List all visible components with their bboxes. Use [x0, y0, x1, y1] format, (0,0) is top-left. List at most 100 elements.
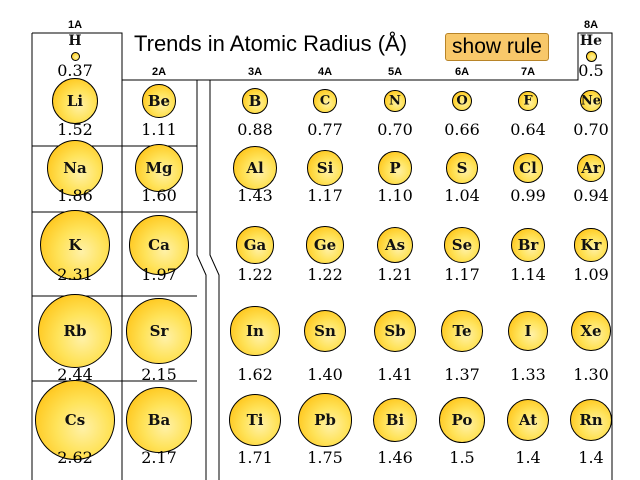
radius-value-ca: 1.97: [141, 265, 177, 284]
atom-ball-br[interactable]: [510, 227, 546, 263]
radius-value-li: 1.52: [57, 120, 93, 139]
radius-value-b: 0.88: [237, 120, 273, 139]
group-label-3a: 3A: [247, 66, 263, 78]
atom-ball-b[interactable]: [241, 87, 269, 115]
atom-ball-in[interactable]: [230, 306, 280, 356]
element-symbol-b: B: [248, 92, 262, 110]
radius-value-o: 0.66: [444, 120, 480, 139]
radius-value-f: 0.64: [510, 120, 546, 139]
radius-value-sb: 1.41: [377, 365, 413, 384]
radius-value-cl: 0.99: [510, 186, 546, 205]
atom-ball-ge[interactable]: [306, 226, 344, 264]
element-symbol-k: K: [68, 236, 82, 254]
gap-line-left: [196, 80, 207, 480]
radius-value-n: 0.70: [377, 120, 413, 139]
atom-ball-ca[interactable]: [129, 215, 189, 275]
atom-ball-ga[interactable]: [236, 226, 274, 264]
element-symbol-at: At: [518, 411, 538, 429]
element-symbol-ti: Ti: [246, 411, 264, 429]
atom-ball-cs[interactable]: [35, 380, 115, 460]
atom-ball-o[interactable]: [451, 90, 473, 112]
atom-ball-p[interactable]: [378, 151, 412, 185]
radius-value-s: 1.04: [444, 186, 480, 205]
element-symbol-bi: Bi: [385, 411, 405, 429]
element-symbol-be: Be: [147, 92, 171, 110]
atom-ball-ne[interactable]: [580, 90, 602, 112]
atom-ball-kr[interactable]: [574, 228, 608, 262]
radius-value-xe: 1.30: [573, 365, 609, 384]
atom-ball-he: [585, 50, 597, 62]
element-symbol-ga: Ga: [243, 236, 267, 254]
radius-value-c: 0.77: [307, 120, 343, 139]
radius-value-ge: 1.22: [307, 265, 343, 284]
element-symbol-pb: Pb: [314, 411, 336, 429]
atom-ball-c[interactable]: [313, 89, 337, 113]
atom-ball-s[interactable]: [446, 152, 478, 184]
atom-ball-h: [70, 51, 80, 61]
radius-value-be: 1.11: [141, 120, 177, 139]
atom-ball-rb[interactable]: [37, 293, 113, 369]
radius-value-ne: 0.70: [573, 120, 609, 139]
radius-value-ga: 1.22: [237, 265, 273, 284]
element-symbol-mg: Mg: [145, 159, 173, 177]
radius-value-bi: 1.46: [377, 448, 413, 467]
atom-ball-se[interactable]: [444, 227, 480, 263]
element-symbol-li: Li: [66, 92, 84, 110]
atom-ball-na[interactable]: [46, 139, 104, 197]
radius-value-rb: 2.44: [57, 365, 93, 384]
atom-ball-xe[interactable]: [571, 311, 611, 351]
element-symbol-sr: Sr: [149, 322, 169, 340]
atom-ball-mg[interactable]: [134, 143, 184, 193]
element-symbol-br: Br: [517, 236, 539, 254]
element-symbol-ge: Ge: [313, 236, 337, 254]
atom-ball-po[interactable]: [439, 397, 485, 443]
atom-ball-al[interactable]: [233, 146, 277, 190]
atom-ball-ba[interactable]: [126, 387, 192, 453]
radius-value-i: 1.33: [510, 365, 546, 384]
atom-ball-f[interactable]: [518, 91, 538, 111]
atom-ball-pb[interactable]: [298, 393, 352, 447]
atom-ball-n[interactable]: [384, 90, 406, 112]
element-symbol-ca: Ca: [148, 236, 170, 254]
atom-ball-k[interactable]: [39, 209, 111, 281]
element-symbol-rb: Rb: [63, 322, 87, 340]
radius-value-in: 1.62: [237, 365, 273, 384]
radius-value-ti: 1.71: [237, 448, 273, 467]
atom-ball-sr[interactable]: [126, 298, 192, 364]
atom-ball-at[interactable]: [506, 398, 550, 442]
atom-ball-rn[interactable]: [569, 398, 613, 442]
radius-value-sn: 1.40: [307, 365, 343, 384]
radius-value-na: 1.86: [57, 186, 93, 205]
radius-value-br: 1.14: [510, 265, 546, 284]
element-symbol-al: Al: [246, 159, 264, 177]
element-symbol-ne: Ne: [580, 93, 602, 109]
atom-ball-cl[interactable]: [512, 152, 544, 184]
element-symbol-rn: Rn: [579, 411, 603, 429]
element-symbol-te: Te: [452, 322, 472, 340]
radius-value-p: 1.10: [377, 186, 413, 205]
radius-value-kr: 1.09: [573, 265, 609, 284]
element-symbol-in: In: [246, 322, 264, 340]
group-label-4a: 4A: [317, 66, 333, 78]
atom-ball-bi[interactable]: [372, 397, 418, 443]
atom-ball-li[interactable]: [51, 77, 99, 125]
group-label-5a: 5A: [387, 66, 403, 78]
atom-ball-sn[interactable]: [303, 309, 347, 353]
atom-ball-te[interactable]: [441, 310, 483, 352]
atom-ball-i[interactable]: [507, 310, 549, 352]
atom-ball-sb[interactable]: [373, 309, 417, 353]
atom-ball-si[interactable]: [307, 150, 343, 186]
atom-ball-ar[interactable]: [576, 153, 606, 183]
show-rule-button[interactable]: show rule: [445, 33, 549, 61]
element-symbol-sb: Sb: [384, 322, 406, 340]
atom-ball-as[interactable]: [376, 226, 414, 264]
element-symbol-na: Na: [63, 159, 87, 177]
element-symbol-ba: Ba: [147, 411, 171, 429]
element-symbol-he: He: [579, 33, 603, 49]
atom-ball-be[interactable]: [142, 84, 176, 118]
radius-value-ar: 0.94: [573, 186, 609, 205]
atom-ball-ti[interactable]: [229, 394, 281, 446]
radius-value-si: 1.17: [307, 186, 343, 205]
radius-value-ba: 2.17: [141, 448, 177, 467]
